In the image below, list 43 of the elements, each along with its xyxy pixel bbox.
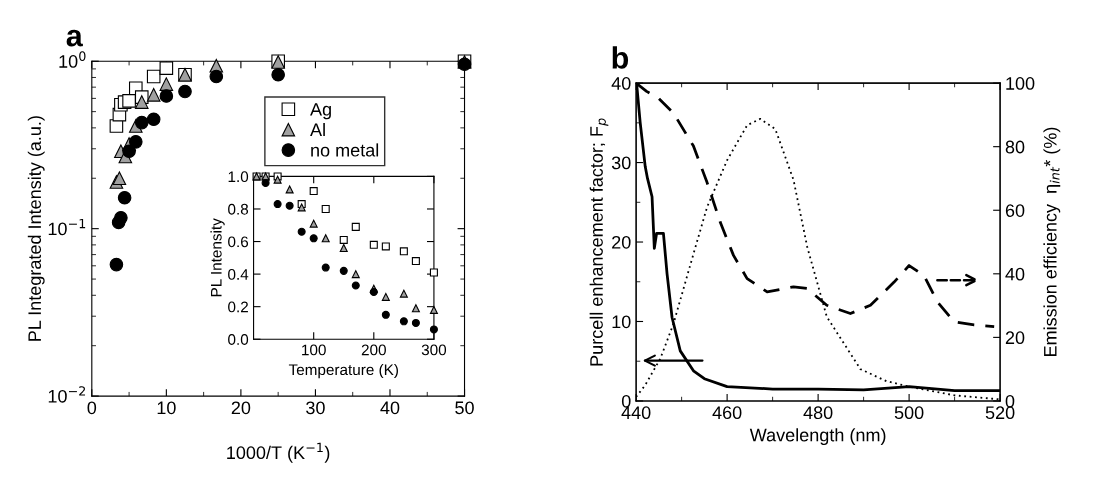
y-tick-label: 10 <box>612 315 631 329</box>
x-axis-title: Temperature (K) <box>288 363 398 379</box>
x-tick-label: 460 <box>712 406 742 420</box>
y-axis-title: PL Integrated Intensity (a.u.) <box>27 116 45 341</box>
legend-label: Al <box>310 122 325 136</box>
y2-tick-label: 40 <box>1005 267 1025 281</box>
y2-tick-label: 20 <box>1005 331 1025 345</box>
x-tick-label: 50 <box>455 401 474 415</box>
y-tick-label: 0.0 <box>228 334 249 345</box>
y-tick-label: 30 <box>611 156 631 170</box>
x-tick-label: 10 <box>157 401 176 415</box>
x-tick-label: 480 <box>803 406 833 420</box>
y-tick-label: 0.6 <box>228 236 249 248</box>
y2-tick-label: 60 <box>1005 204 1025 217</box>
y-tick-label: 1.0 <box>228 171 249 183</box>
y-tick-label: 0.4 <box>228 268 249 280</box>
chart-title: a <box>66 29 83 47</box>
x-tick-label: 40 <box>380 401 400 415</box>
y-tick-label: 20 <box>612 235 631 249</box>
x-tick-label: 30 <box>306 401 325 415</box>
y-axis-title: Purcell enhancement factor; F$_{p}$ <box>589 118 609 366</box>
x-axis-title: Wavelength (nm) <box>749 428 886 446</box>
x-tick-label: 500 <box>894 406 924 420</box>
x-tick-label: 100 <box>302 344 326 356</box>
y2-tick-label: 100 <box>1006 77 1035 90</box>
y-tick-label: 10$^{−1}$ <box>48 218 86 236</box>
y-tick-label: 10$^{−2}$ <box>48 386 86 403</box>
y2-tick-label: 80 <box>1005 140 1025 154</box>
x-tick-label: 520 <box>985 406 1015 420</box>
x-tick-label: 200 <box>361 344 386 356</box>
y2-axis-title: Emission efficiency η$_{int}$* (%) <box>1043 127 1061 357</box>
x-tick-label: 440 <box>621 406 651 420</box>
chart-title: b <box>612 46 629 69</box>
y-axis-title: PL Intensity <box>210 218 225 297</box>
y-tick-label: 10$^{0}$ <box>59 51 86 68</box>
y-tick-label: 0.2 <box>228 301 248 313</box>
x-tick-label: 0 <box>87 401 97 415</box>
legend-label: Ag <box>310 103 331 120</box>
y-tick-label: 0.8 <box>228 203 249 215</box>
x-tick-label: 300 <box>421 344 447 356</box>
x-axis-title: 1000/T (K$^{−1}$) <box>227 442 330 463</box>
y-tick-label: 40 <box>611 77 631 90</box>
legend-label: no metal <box>311 143 379 157</box>
